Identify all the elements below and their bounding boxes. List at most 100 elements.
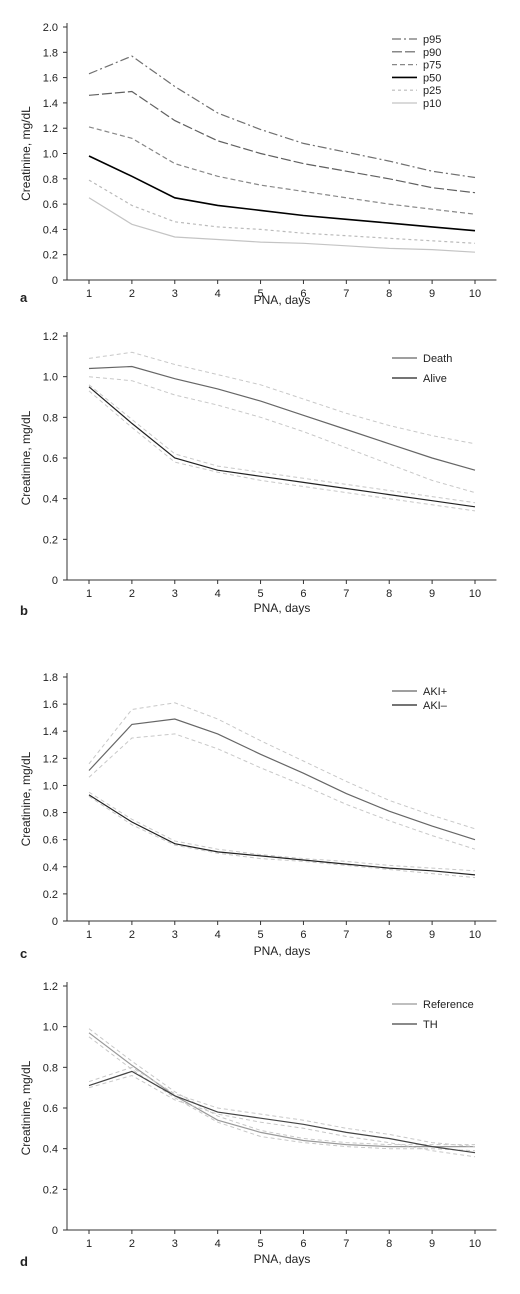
y-tick-label: 1.2 <box>43 753 58 765</box>
series-death-line <box>88 365 476 471</box>
x-tick-label: 1 <box>86 1238 92 1250</box>
x-tick-label: 4 <box>215 929 221 941</box>
legend-label-p25: p25 <box>423 85 441 97</box>
x-tick-label: 4 <box>215 1238 221 1250</box>
y-tick-label: 0.2 <box>43 889 58 901</box>
chart-svg-b: 0 0.2 0.4 0.6 0.8 1.0 1.2 1 2 3 4 5 6 7 8 9 10 PNA, days C… <box>19 331 497 618</box>
legend-label-aki: AKI+ <box>423 686 447 698</box>
series-aki-line <box>88 718 476 841</box>
chart-panel-d: 0 0.2 0.4 0.6 0.8 1.0 1.2 1 2 3 4 5 6 7 8 9 10 PNA, days C… <box>0 967 520 1294</box>
x-tick-label: 6 <box>300 929 306 941</box>
x-tick-label: 8 <box>386 288 392 300</box>
legend-label-p90: p90 <box>423 47 441 59</box>
x-tick-label: 3 <box>172 588 178 600</box>
x-axis-title: PNA, days <box>254 293 311 307</box>
x-tick-label: 4 <box>215 288 221 300</box>
x-tick-label: 4 <box>215 588 221 600</box>
y-tick-label: 0.8 <box>43 412 58 424</box>
x-tick-label: 2 <box>129 588 135 600</box>
y-tick-label: 1.4 <box>43 98 58 110</box>
panel-letter: d <box>20 1254 28 1269</box>
x-tick-label: 9 <box>429 588 435 600</box>
series-th-ci-lower <box>88 1074 476 1158</box>
y-tick-label: 0.6 <box>43 835 58 847</box>
y-tick-label: 0.2 <box>43 534 58 546</box>
x-axis-title: PNA, days <box>254 944 311 958</box>
y-tick-label: 1.0 <box>43 780 58 792</box>
panel-letter: b <box>20 603 28 618</box>
y-tick-label: 0.8 <box>43 808 58 820</box>
y-tick-label: 1.8 <box>43 672 58 684</box>
series-alive-ci-upper <box>88 384 476 504</box>
y-tick-label: 1.4 <box>43 726 58 738</box>
x-tick-label: 5 <box>257 1238 263 1250</box>
series-p25-line <box>88 179 476 244</box>
x-tick-label: 2 <box>129 288 135 300</box>
series-aki-ci-lower <box>88 795 476 879</box>
y-tick-label: 0.6 <box>43 199 58 211</box>
y-tick-label: 0.4 <box>43 862 58 874</box>
series-aki-ci-upper <box>88 791 476 872</box>
series-reference-line <box>88 1032 475 1148</box>
legend-label-reference: Reference <box>423 999 474 1011</box>
x-tick-label: 3 <box>172 1238 178 1250</box>
series-reference-ci-lower <box>88 1036 476 1152</box>
x-tick-label: 7 <box>343 1238 349 1250</box>
x-tick-label: 8 <box>386 1238 392 1250</box>
legend-label-alive: Alive <box>423 373 447 385</box>
y-axis-title: Creatinine, mg/dL <box>19 1060 33 1155</box>
chart-panel-a: 0 0.2 0.4 0.6 0.8 1.0 1.2 1.4 1.6 1.8 2.0 1 2 3 4 5 6 7 8 9… <box>0 0 520 318</box>
y-tick-label: 0.2 <box>43 1184 58 1196</box>
series-reference-ci-upper <box>88 1028 475 1146</box>
y-tick-label: 1.6 <box>43 73 58 85</box>
x-tick-label: 2 <box>129 1238 135 1250</box>
x-tick-label: 7 <box>343 929 349 941</box>
y-tick-label: 0 <box>52 916 58 928</box>
y-tick-label: 0 <box>52 1225 58 1237</box>
chart-svg-a: 0 0.2 0.4 0.6 0.8 1.0 1.2 1.4 1.6 1.8 2.0 1 2 3 4 5 6 7 8 9… <box>19 22 497 307</box>
panel-letter: a <box>20 290 28 305</box>
x-tick-label: 3 <box>172 929 178 941</box>
y-tick-label: 0.2 <box>43 250 58 262</box>
y-tick-label: 0.4 <box>43 494 58 506</box>
y-tick-label: 1.6 <box>43 699 58 711</box>
series-aki-ci-lower <box>88 733 476 850</box>
x-tick-label: 8 <box>386 588 392 600</box>
x-tick-label: 5 <box>257 588 263 600</box>
x-tick-label: 8 <box>386 929 392 941</box>
y-tick-label: 1.0 <box>43 1022 58 1034</box>
x-tick-label: 3 <box>172 288 178 300</box>
x-tick-label: 5 <box>257 288 263 300</box>
x-tick-label: 10 <box>469 929 481 941</box>
legend-label-th: TH <box>423 1019 438 1031</box>
y-axis-title: Creatinine, mg/dL <box>19 751 33 846</box>
x-tick-label: 10 <box>469 588 481 600</box>
y-tick-label: 1.2 <box>43 331 58 343</box>
x-tick-label: 7 <box>343 588 349 600</box>
series-aki-ci-upper <box>88 702 476 830</box>
y-tick-label: 0.4 <box>43 224 58 236</box>
x-tick-label: 10 <box>469 288 481 300</box>
series-alive-line <box>88 386 476 508</box>
legend-label-p75: p75 <box>423 60 441 72</box>
series-p95-line <box>88 55 476 179</box>
series-death-ci-upper <box>88 351 476 445</box>
series-p10-line <box>88 197 476 253</box>
series-alive-ci-lower <box>88 390 476 512</box>
series-th-line <box>88 1070 476 1154</box>
series-p50-line <box>88 155 476 232</box>
y-tick-label: 1.2 <box>43 981 58 993</box>
y-tick-label: 0.4 <box>43 1144 58 1156</box>
x-tick-label: 6 <box>300 288 306 300</box>
y-tick-label: 1.2 <box>43 123 58 135</box>
x-tick-label: 5 <box>257 929 263 941</box>
y-tick-label: 1.0 <box>43 372 58 384</box>
y-tick-label: 0.8 <box>43 174 58 186</box>
x-axis-title: PNA, days <box>254 1252 311 1266</box>
y-tick-label: 0 <box>52 575 58 587</box>
chart-panel-b: 0 0.2 0.4 0.6 0.8 1.0 1.2 1 2 3 4 5 6 7 8 9 10 PNA, days C… <box>0 318 520 643</box>
y-tick-label: 0.8 <box>43 1062 58 1074</box>
series-aki-line <box>88 794 476 876</box>
legend-label-p50: p50 <box>423 72 441 84</box>
y-axis-title: Creatinine, mg/dL <box>19 410 33 505</box>
